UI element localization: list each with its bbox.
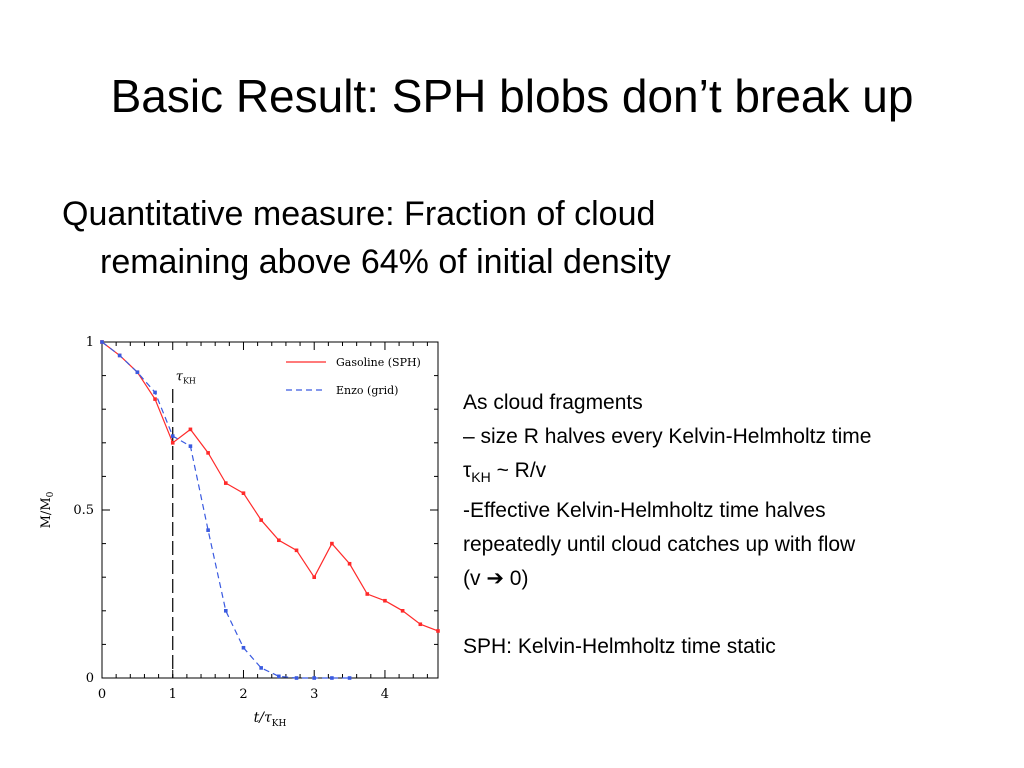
series-point-1 [241, 645, 246, 650]
series-point-0 [170, 441, 175, 445]
series-point-0 [241, 491, 246, 495]
chart-svg: 0 1 2 3 4 0 0.5 1 t/τKH M/M0 τKH Gasoline (SPH) Enzo… [39, 335, 440, 726]
blank-line [463, 596, 983, 630]
series-point-0 [294, 548, 299, 553]
x-tick-label: 0 [98, 687, 106, 702]
tau-kh-annotation: τKH [176, 370, 196, 386]
series-point-0 [347, 561, 352, 566]
series-point-1 [153, 390, 157, 395]
series-point-0 [418, 622, 423, 627]
series-point-0 [400, 609, 405, 613]
tau-subscript: KH [471, 469, 491, 485]
series-point-1 [330, 676, 334, 680]
x-tick-label: 1 [169, 687, 177, 702]
side-line-7: SPH: Kelvin-Helmholtz time static [463, 635, 776, 658]
y-axis-label: M/M0 [39, 491, 56, 528]
y-tick-label: 1 [86, 335, 94, 350]
arrow-right-icon: ➔ [486, 567, 504, 590]
series-point-0 [259, 518, 263, 522]
series-point-1 [206, 528, 210, 532]
main-bullet: Quantitative measure: Fraction of cloud … [62, 190, 862, 286]
series-point-0 [365, 592, 370, 596]
series-point-1 [135, 370, 140, 375]
series-point-0 [277, 538, 281, 543]
series-point-1 [188, 444, 193, 448]
slide-title: Basic Result: SPH blobs don’t break up [110, 70, 914, 122]
series-point-1 [312, 676, 317, 680]
x-axis-label-sub: KH [272, 719, 287, 726]
series-point-1 [347, 676, 352, 680]
series-point-0 [206, 451, 210, 455]
x-tick-label: 4 [381, 687, 389, 702]
series-point-1 [259, 666, 263, 670]
paren-open-text: (v [463, 567, 487, 590]
series-point-1 [277, 674, 281, 679]
series-point-0 [383, 598, 387, 603]
x-axis-label: t/τKH [254, 710, 287, 726]
side-line-3: τKH ~ R/v [463, 454, 983, 494]
y-tick-label: 0 [86, 671, 94, 686]
series-point-0 [436, 629, 440, 633]
x-tick-label: 2 [239, 687, 247, 702]
tau-kh-annotation-sub: KH [183, 377, 196, 386]
series-point-0 [153, 397, 157, 401]
mass-fraction-chart: 0 1 2 3 4 0 0.5 1 t/τKH M/M0 τKH Gasoline (SPH) Enzo… [28, 326, 448, 726]
side-line-2: – size R halves every Kelvin-Helmholtz t… [463, 425, 872, 448]
tau-symbol: τ [463, 459, 472, 482]
series-point-0 [330, 541, 334, 546]
series-point-0 [223, 481, 228, 485]
side-text: As cloud fragments – size R halves every… [463, 386, 983, 664]
x-tick-label: 3 [310, 687, 318, 702]
legend-label-0: Gasoline (SPH) [336, 356, 421, 369]
series-line-0 [101, 341, 439, 632]
series-point-1 [100, 340, 104, 344]
paren-close-text: 0) [503, 567, 529, 590]
series-point-1 [223, 609, 228, 613]
series-point-1 [294, 676, 299, 680]
series-point-1 [170, 434, 175, 438]
series-point-1 [117, 353, 122, 358]
side-line-1: As cloud fragments [463, 391, 643, 414]
y-tick-label: 0.5 [73, 503, 94, 518]
series-point-0 [188, 427, 193, 432]
bullet-line-1: Quantitative measure: Fraction of cloud [62, 195, 656, 233]
series-line-1 [101, 341, 350, 679]
tau-relation: ~ R/v [490, 459, 547, 482]
y-axis-label-sub: 0 [46, 491, 56, 497]
legend-label-1: Enzo (grid) [336, 384, 398, 397]
side-line-4: -Effective Kelvin-Helmholtz time halves [463, 499, 826, 522]
bullet-line-2: remaining above 64% of initial density [100, 243, 671, 281]
series-point-0 [312, 575, 317, 579]
side-line-5: repeatedly until cloud catches up with f… [463, 533, 856, 556]
side-line-6: (v ➔ 0) [463, 562, 983, 596]
